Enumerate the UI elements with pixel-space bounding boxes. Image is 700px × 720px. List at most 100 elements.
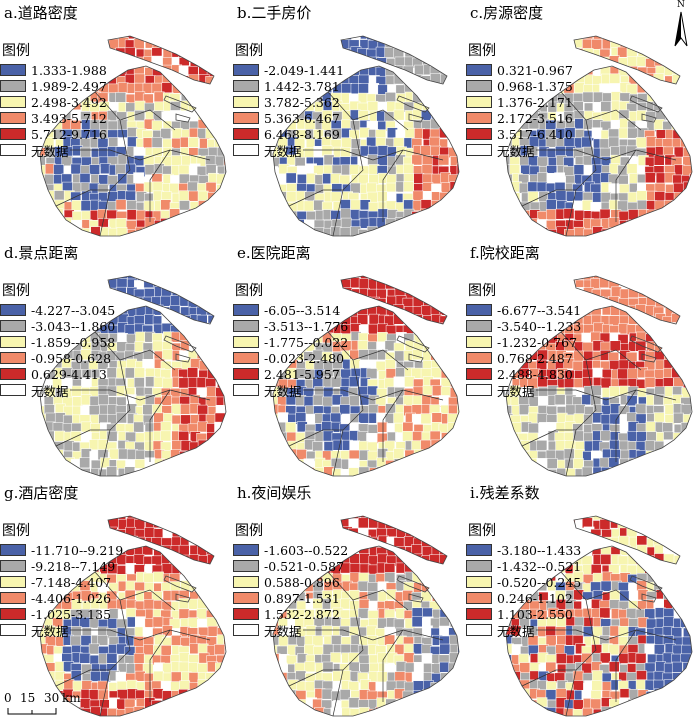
- district-cell: [555, 190, 567, 201]
- district-cell: [135, 616, 146, 628]
- district-cell: [366, 368, 378, 379]
- district-cell: [330, 516, 342, 520]
- district-cell: [680, 315, 692, 327]
- district-cell: [377, 652, 388, 664]
- choropleth-map: [39, 35, 233, 239]
- district-cell: [447, 590, 458, 601]
- legend-label: 无数据: [497, 383, 535, 399]
- district-cell: [682, 181, 692, 193]
- district-cell: [638, 459, 649, 471]
- district-boundary: [521, 429, 576, 447]
- district-cell: [664, 466, 676, 476]
- legend-swatch: [233, 544, 259, 556]
- district-cell: [439, 526, 451, 538]
- district-cell: [273, 227, 281, 236]
- district-cell: [225, 199, 226, 211]
- district-cell: [224, 537, 226, 548]
- district-cell: [438, 93, 450, 105]
- district-cell: [169, 279, 181, 291]
- district-cell: [519, 458, 531, 470]
- district-cell: [690, 422, 692, 434]
- district-cell: [411, 440, 422, 452]
- district-cell: [351, 36, 362, 41]
- district-cell: [187, 458, 199, 470]
- legend-swatch: [466, 128, 492, 140]
- district-cell: [273, 422, 279, 434]
- map-panel-a: a.道路密度 图例 1.333-1.988 1.989-2.497 2.498-3.49…: [0, 0, 233, 240]
- district-cell: [441, 440, 452, 451]
- district-cell: [422, 527, 434, 538]
- legend-label: -1.232-0.767: [497, 334, 578, 350]
- district-cell: [171, 516, 182, 520]
- district-cell: [546, 458, 558, 469]
- district-cell: [402, 590, 414, 601]
- district-cell: [681, 448, 692, 460]
- district-cell: [226, 229, 233, 239]
- district-cell: [637, 226, 649, 236]
- district-cell: [216, 634, 226, 646]
- district-cell: [404, 276, 416, 280]
- district-cell: [429, 690, 441, 702]
- district-cell: [348, 376, 360, 387]
- district-cell: [528, 422, 539, 434]
- district-cell: [681, 199, 692, 211]
- district-cell: [357, 340, 369, 352]
- district-cell: [376, 516, 388, 522]
- legend-swatch: [233, 576, 259, 588]
- district-cell: [456, 663, 459, 674]
- district-cell: [457, 91, 459, 103]
- district-cell: [357, 431, 369, 442]
- district-cell: [223, 555, 226, 566]
- district-cell: [188, 136, 199, 148]
- district-cell: [54, 430, 66, 442]
- district-cell: [115, 286, 127, 298]
- district-cell: [53, 164, 64, 175]
- district-cell: [126, 209, 138, 221]
- district-cell: [285, 467, 297, 476]
- district-cell: [80, 421, 92, 433]
- district-cell: [637, 286, 649, 298]
- district-cell: [348, 697, 360, 709]
- coastline: [573, 35, 681, 85]
- district-cell: [420, 413, 432, 425]
- district-cell: [509, 164, 521, 175]
- district-cell: [681, 74, 692, 86]
- district-cell: [377, 36, 389, 41]
- district-cell: [458, 138, 459, 150]
- district-cell: [582, 517, 593, 529]
- district-cell: [106, 652, 118, 664]
- district-cell: [506, 689, 512, 701]
- district-cell: [206, 583, 218, 594]
- district-cell: [273, 191, 279, 203]
- district-cell: [683, 529, 692, 540]
- district-cell: [626, 163, 638, 175]
- district-cell: [438, 210, 450, 222]
- district-cell: [178, 190, 190, 202]
- coastline: [505, 65, 693, 237]
- district-cell: [617, 516, 629, 520]
- district-cell: [572, 699, 584, 711]
- district-cell: [40, 228, 48, 236]
- district-cell: [683, 331, 692, 343]
- district-cell: [189, 287, 200, 299]
- district-cell: [430, 699, 441, 710]
- district-cell: [188, 276, 200, 280]
- district-boundary: [382, 629, 404, 702]
- district-cell: [673, 688, 685, 700]
- district-cell: [216, 219, 226, 230]
- district-cell: [590, 535, 602, 546]
- district-cell: [376, 671, 388, 683]
- legend-label: 3.782-5.362: [264, 94, 340, 110]
- district-cell: [422, 689, 433, 701]
- district-cell: [134, 459, 146, 470]
- district-cell: [207, 36, 219, 39]
- district-cell: [691, 156, 692, 168]
- district-cell: [458, 349, 459, 361]
- district-cell: [143, 516, 154, 520]
- district-cell: [457, 422, 459, 434]
- legend-swatch: [466, 384, 492, 396]
- legend-swatch: [0, 112, 26, 124]
- district-cell: [214, 516, 226, 520]
- legend: 图例 -6.677--3.541 -3.540--1.233 -1.232-0.767…: [466, 280, 581, 399]
- district-cell: [448, 662, 459, 674]
